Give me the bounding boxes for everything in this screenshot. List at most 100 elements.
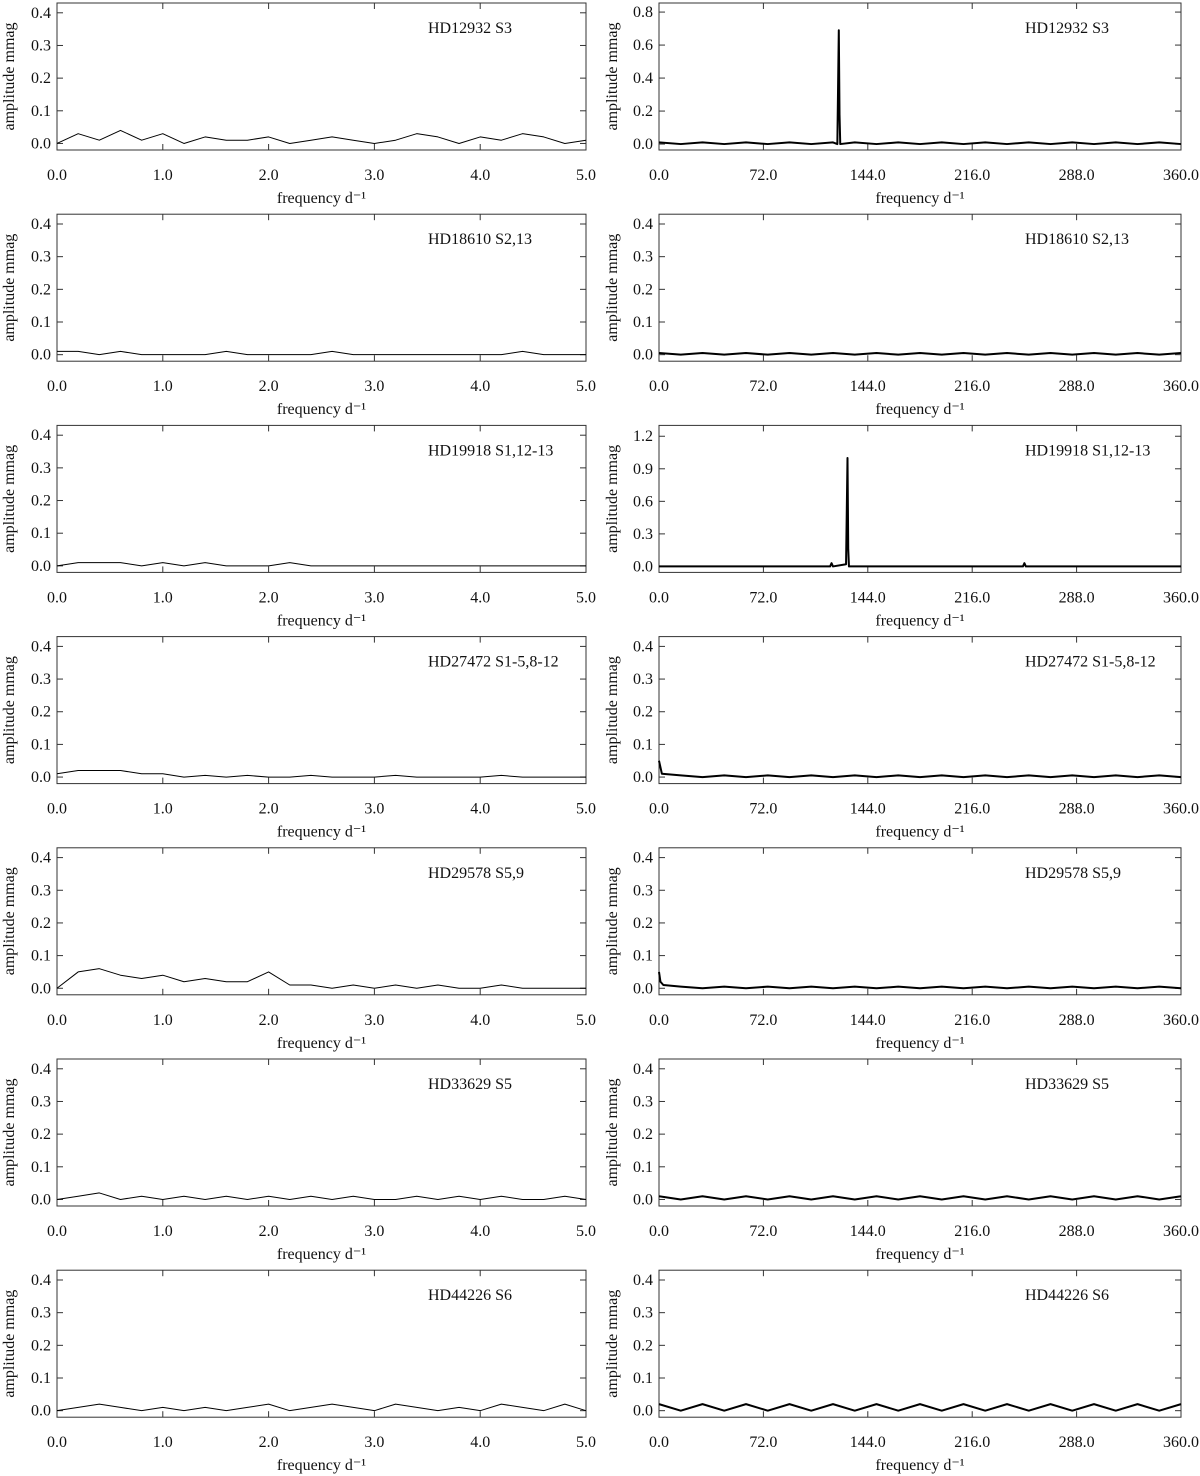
y-tick-label: 0.0 [633,347,653,364]
spectrum-line [56,770,586,778]
spectrum-line [658,760,1182,779]
y-tick-label: 0.2 [633,1337,653,1354]
y-axis-label: amplitude mmag [604,1079,621,1187]
y-tick-label: 0.3 [633,1093,653,1110]
x-tick-label: 288.0 [1059,378,1095,395]
x-tick-label: 360.0 [1163,378,1199,395]
x-axis-label: frequency d⁻¹ [875,1457,964,1474]
panel-title: HD18610 S2,13 [1025,231,1129,248]
y-axis-label: amplitude mmag [1,656,18,764]
y-axis-label: amplitude mmag [1,234,18,342]
plot-frame [658,213,1182,362]
x-tick-label: 288.0 [1059,1223,1095,1240]
panel-title: HD19918 S1,12-13 [428,442,553,459]
x-tick-label: 360.0 [1163,1012,1199,1029]
x-tick-label: 0.0 [649,167,669,184]
x-tick-label: 1.0 [153,801,173,818]
x-tick-label: 72.0 [749,167,777,184]
y-tick-label: 0.2 [633,1126,653,1143]
y-tick-label: 0.1 [31,948,51,965]
x-tick-label: 2.0 [259,1012,279,1029]
x-tick-label: 360.0 [1163,1223,1199,1240]
x-tick-label: 3.0 [364,167,384,184]
y-tick-label: 0.3 [31,671,51,688]
x-tick-label: 2.0 [259,167,279,184]
y-tick-label: 0.2 [31,281,51,298]
x-axis-label: frequency d⁻¹ [277,612,366,629]
plot-frame [658,1058,1182,1207]
x-tick-label: 216.0 [954,589,990,606]
x-tick-label: 144.0 [850,589,886,606]
y-tick-label: 0.2 [633,103,653,120]
x-tick-label: 0.0 [649,589,669,606]
x-tick-label: 0.0 [47,1012,67,1029]
y-tick-label: 0.0 [31,135,51,152]
x-tick-label: 216.0 [954,167,990,184]
y-tick-label: 0.1 [31,1159,51,1176]
x-axis-label: frequency d⁻¹ [277,1246,366,1263]
spectrum-line [56,968,586,989]
panel: 0.0 1.0 2.0 3.0 4.0 5.0 0.0 0.1 0.2 0.3 0.4 HD27472… [1,636,596,841]
panel-title: HD12932 S3 [1025,20,1109,37]
y-axis-label: amplitude mmag [1,445,18,553]
y-axis-label: amplitude mmag [604,23,621,131]
panel-title: HD33629 S5 [428,1076,512,1093]
panel: 0.0 72.0 144.0 216.0 288.0 360.0 0.0 0.1 0.2 0.3 0… [604,636,1199,841]
x-tick-label: 144.0 [850,378,886,395]
x-tick-label: 360.0 [1163,1434,1199,1451]
x-axis-label: frequency d⁻¹ [277,1035,366,1052]
plot-frame [56,1269,587,1418]
panel: 0.0 1.0 2.0 3.0 4.0 5.0 0.0 0.1 0.2 0.3 0.4 HD19918… [1,424,596,629]
x-axis-label: frequency d⁻¹ [875,1246,964,1263]
spectrum-line [57,350,586,356]
y-tick-label: 0.4 [633,850,653,867]
x-tick-label: 144.0 [850,1223,886,1240]
spectrum-line [658,1195,1182,1201]
y-tick-label: 0.3 [31,1305,51,1322]
y-tick-label: 0.3 [31,882,51,899]
y-tick-label: 0.1 [31,314,51,331]
x-tick-label: 3.0 [364,378,384,395]
x-tick-label: 4.0 [470,1223,490,1240]
y-tick-label: 0.1 [633,314,653,331]
x-tick-label: 3.0 [364,589,384,606]
x-tick-label: 216.0 [954,1223,990,1240]
y-tick-label: 0.4 [31,1061,51,1078]
y-tick-label: 0.8 [633,4,653,21]
x-tick-label: 72.0 [749,801,777,818]
panel-title: HD19918 S1,12-13 [1025,442,1150,459]
y-tick-label: 0.4 [31,1272,51,1289]
y-tick-label: 0.0 [633,769,653,786]
y-tick-label: 0.6 [633,37,653,54]
x-axis-label: frequency d⁻¹ [277,190,366,207]
y-tick-label: 0.1 [31,1370,51,1387]
x-tick-label: 3.0 [364,801,384,818]
y-tick-label: 0.0 [31,769,51,786]
x-tick-label: 4.0 [470,589,490,606]
plot-frame [56,1058,587,1207]
panel: 0.0 1.0 2.0 3.0 4.0 5.0 0.0 0.1 0.2 0.3 0.4 HD29578… [1,847,596,1052]
y-axis-label: amplitude mmag [604,445,621,553]
y-axis-label: amplitude mmag [1,1290,18,1398]
x-tick-label: 360.0 [1163,801,1199,818]
y-tick-label: 0.3 [31,249,51,266]
y-tick-label: 0.0 [633,1403,653,1420]
y-tick-label: 0.0 [633,136,653,153]
y-tick-label: 0.0 [633,558,653,575]
y-tick-label: 0.4 [31,5,51,22]
y-tick-label: 0.6 [633,493,653,510]
x-tick-label: 144.0 [850,1012,886,1029]
spectrum-line [56,562,586,567]
x-tick-label: 1.0 [153,1223,173,1240]
spectrum-line [658,352,1182,356]
x-tick-label: 144.0 [850,1434,886,1451]
y-tick-label: 0.2 [633,915,653,932]
x-tick-label: 5.0 [576,1012,596,1029]
y-axis-label: amplitude mmag [604,867,621,975]
spectrum-line [659,456,1181,568]
y-tick-label: 0.3 [633,1305,653,1322]
y-tick-label: 0.3 [31,1093,51,1110]
panel: 0.0 1.0 2.0 3.0 4.0 5.0 0.0 0.1 0.2 0.3 0.4 HD12932… [1,2,596,207]
x-tick-label: 0.0 [649,1434,669,1451]
x-axis-label: frequency d⁻¹ [875,190,964,207]
